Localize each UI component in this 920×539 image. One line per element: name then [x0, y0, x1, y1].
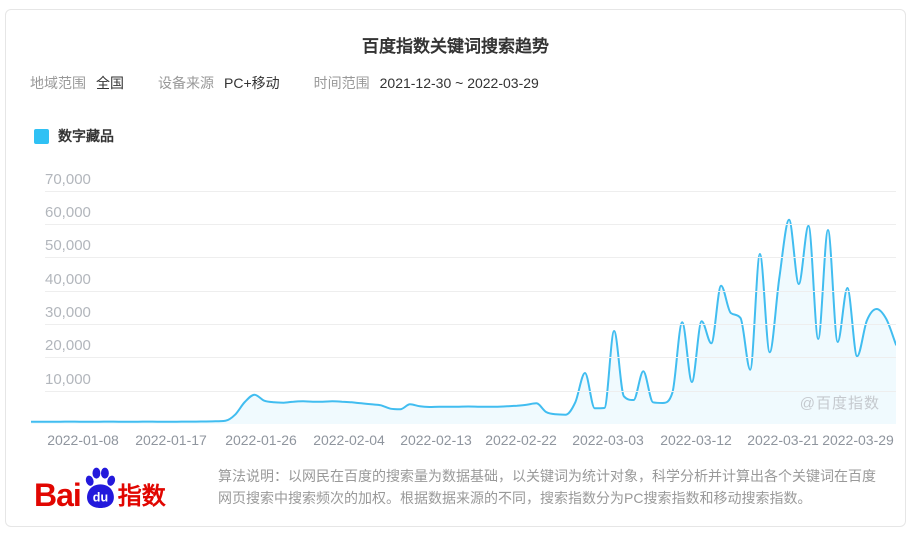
- region-filter: 地域范围 全国: [30, 73, 124, 93]
- y-grid-line: [45, 390, 896, 392]
- y-axis-label: 10,000: [45, 370, 91, 388]
- x-axis-label: 2022-01-17: [135, 432, 207, 448]
- logo-suffix-text: 指数: [117, 483, 166, 510]
- baidu-paw-icon: du: [85, 467, 115, 509]
- y-grid-line: [45, 324, 896, 325]
- device-filter: 设备来源 PC+移动: [158, 73, 280, 93]
- footer: Bai du 指数 算法说明：以网民在百度的搜索量为数据基础，以关键词为统计对象…: [6, 464, 905, 513]
- timerange-filter: 时间范围 2021-12-30 ~ 2022-03-29: [314, 73, 539, 93]
- y-axis-label: 60,000: [45, 204, 91, 221]
- y-grid-line: [45, 224, 896, 225]
- y-axis-label: 20,000: [45, 337, 91, 355]
- x-axis-label: 2022-03-21: [747, 432, 819, 448]
- legend-swatch-icon: [34, 128, 49, 144]
- x-axis-label: 2022-03-29: [822, 432, 894, 448]
- x-axis-label: 2022-01-08: [47, 432, 119, 448]
- trend-chart[interactable]: @百度指数 10,000 20,000 30,000 40,000 50,000 60,0…: [31, 170, 896, 450]
- x-axis-label: 2022-03-12: [660, 432, 732, 448]
- y-axis-label: 50,000: [45, 237, 91, 255]
- x-axis-label: 2022-01-26: [225, 432, 297, 448]
- logo-du-text: du: [93, 490, 108, 504]
- plot-area[interactable]: @百度指数 10,000 20,000 30,000 40,000 50,000 60,0…: [31, 170, 896, 424]
- logo-bai-text: Bai: [34, 477, 82, 513]
- x-axis-label: 2022-02-13: [400, 432, 472, 448]
- baidu-index-logo[interactable]: Bai du 指数: [34, 464, 184, 513]
- y-grid-line: [45, 357, 896, 359]
- legend: 数字藏品: [6, 126, 905, 146]
- timerange-value: 2021-12-30 ~ 2022-03-29: [379, 75, 539, 91]
- timerange-label: 时间范围: [313, 75, 370, 91]
- series-area: [31, 219, 896, 424]
- x-axis: 2022-01-08 2022-01-17 2022-01-26 2022-02-04…: [31, 424, 896, 450]
- filter-bar: 地域范围 全国 设备来源 PC+移动 时间范围 2021-12-30 ~ 202…: [6, 73, 905, 93]
- page-title: 百度指数关键词搜索趋势: [362, 37, 549, 56]
- x-axis-label: 2022-03-03: [572, 432, 644, 448]
- x-axis-label: 2022-02-04: [313, 432, 385, 448]
- region-value: 全国: [96, 75, 124, 91]
- y-axis-label: 40,000: [45, 270, 91, 288]
- x-axis-label: 2022-02-22: [485, 432, 557, 448]
- y-axis-label: 30,000: [45, 304, 91, 321]
- watermark: @百度指数: [799, 395, 880, 412]
- series-line: [31, 218, 896, 423]
- y-axis-label: 70,000: [45, 170, 91, 188]
- region-label: 地域范围: [30, 75, 86, 91]
- y-grid-line: [45, 190, 896, 192]
- y-grid-line: [45, 290, 896, 292]
- algorithm-note: 算法说明：以网民在百度的搜索量为数据基础，以关键词为统计对象，科学分析并计算出各…: [218, 468, 876, 506]
- trend-line-svg: [31, 218, 896, 424]
- legend-label[interactable]: 数字藏品: [58, 128, 114, 144]
- device-value: PC+移动: [224, 75, 280, 91]
- baidu-index-card: 百度指数关键词搜索趋势 地域范围 全国 设备来源 PC+移动 时间范围 2021…: [5, 9, 906, 527]
- y-grid-line: [45, 257, 896, 259]
- device-label: 设备来源: [158, 75, 214, 91]
